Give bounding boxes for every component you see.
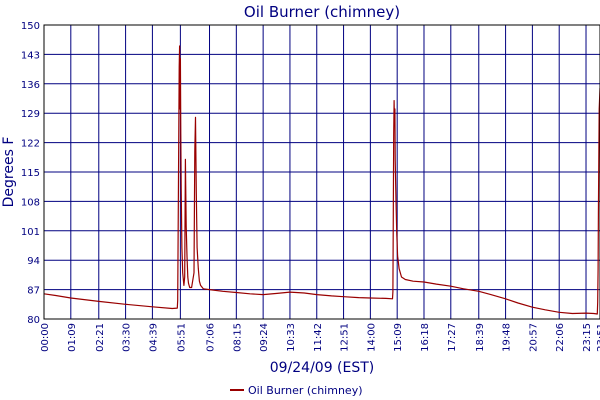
x-tick-label: 22:06 (555, 323, 566, 352)
x-tick-label: 16:18 (420, 323, 431, 352)
x-axis-title: 09/24/09 (EST) (270, 360, 375, 376)
x-tick-label: 17:27 (447, 323, 458, 352)
x-tick-label: 02:21 (95, 323, 106, 352)
y-tick-label: 101 (21, 227, 40, 238)
x-tick-label: 08:15 (232, 323, 243, 352)
x-tick-labels: 00:00 01:09 02:21 03:30 04:39 05:51 07:06 08:15… (40, 323, 600, 352)
y-tick-label: 129 (21, 109, 40, 120)
x-tick-label: 04:39 (148, 323, 159, 352)
y-tick-labels: 80 87 94 101 108 115 122 129 136 143 150 (21, 21, 40, 326)
x-tick-label: 12:51 (340, 323, 351, 352)
x-tick-label: 19:48 (502, 323, 513, 352)
y-tick-label: 94 (27, 256, 40, 267)
y-tick-label: 80 (27, 315, 40, 326)
x-tick-label: 07:06 (206, 323, 217, 352)
y-axis-title: Degrees F (1, 137, 17, 208)
x-tick-label: 15:09 (393, 323, 404, 352)
x-tick-label: 10:33 (286, 323, 297, 352)
x-tick-label: 20:57 (528, 323, 539, 352)
y-tick-label: 87 (27, 286, 40, 297)
y-tick-label: 150 (21, 21, 40, 32)
x-tick-label: 09:24 (259, 323, 270, 352)
x-tick-label: 03:30 (122, 323, 133, 352)
x-tick-label: 05:51 (176, 323, 187, 352)
x-tick-label: 00:00 (40, 323, 51, 352)
x-tick-label: 01:09 (67, 323, 78, 352)
legend-label: Oil Burner (chimney) (248, 384, 363, 397)
y-tick-label: 115 (21, 168, 40, 179)
x-tick-label: 23:15 (582, 323, 593, 352)
plot-border (43, 24, 600, 320)
x-tick-label: 14:00 (366, 323, 377, 352)
x-tick-label: 18:39 (475, 323, 486, 352)
y-tick-label: 122 (21, 139, 40, 150)
y-tick-label: 136 (21, 80, 40, 91)
series-line (43, 45, 600, 315)
chart-title: Oil Burner (chimney) (244, 3, 400, 21)
x-tick-label: 11:42 (313, 323, 324, 352)
legend: Oil Burner (chimney) (230, 384, 363, 397)
series-layer (43, 45, 600, 315)
y-tick-label: 108 (21, 197, 40, 208)
y-tick-label: 143 (21, 50, 40, 61)
x-tick-label: 23:51 (596, 323, 600, 352)
